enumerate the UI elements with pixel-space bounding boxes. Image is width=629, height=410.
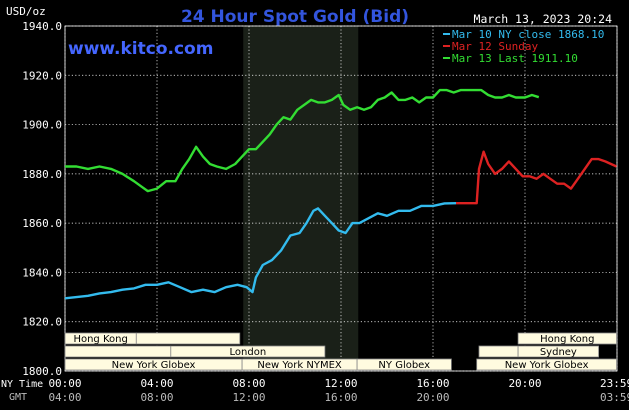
- price-lines: [64, 88, 617, 300]
- x-tick-gmt: 12:00: [232, 391, 265, 404]
- x-tick-ny: 16:00: [416, 377, 449, 390]
- x-tick-gmt: 16:00: [324, 391, 357, 404]
- axis-ticks: 1940.0 1920.0 1900.0 1880.0 1860.0 1840.0 1820…: [22, 20, 629, 404]
- chart-title: 24 Hour Spot Gold (Bid): [181, 7, 409, 27]
- x-tick-ny: 23:59: [600, 377, 629, 390]
- x-tick-gmt: 20:00: [416, 391, 449, 404]
- session-bar: [478, 345, 519, 358]
- brand-watermark: www.kitco.com: [68, 39, 213, 59]
- x-tick-ny: 20:00: [508, 377, 541, 390]
- session-label: NY Globex: [378, 360, 430, 371]
- y-tick-label: 1860.0: [22, 217, 62, 230]
- y-tick-label: 1800.0: [22, 365, 62, 378]
- unit-label: USD/oz: [6, 5, 46, 18]
- x-tick-ny: 00:00: [48, 377, 81, 390]
- y-tick-label: 1880.0: [22, 168, 62, 181]
- x-tick-ny: 04:00: [140, 377, 173, 390]
- x-tick-gmt: 08:00: [140, 391, 173, 404]
- session-label: London: [230, 347, 267, 358]
- session-bar: [356, 358, 452, 371]
- session-bar: [517, 332, 617, 345]
- chart-date: March 13, 2023 20:24: [474, 12, 613, 26]
- legend-label-mar13: Mar 13 Last 1911.10: [452, 52, 578, 65]
- y-tick-label: 1900.0: [22, 119, 62, 132]
- x-tick-gmt: 03:59: [600, 391, 629, 404]
- session-label: Hong Kong: [540, 334, 594, 345]
- session-bar: [135, 332, 241, 345]
- grid-lines: [64, 25, 618, 372]
- series-line-mar13: [65, 88, 540, 193]
- legend: Mar 10 NY close 1868.10 Mar 12 Sunday Ma…: [443, 28, 604, 65]
- session-bar: [476, 358, 617, 371]
- session-label: Sydney: [540, 347, 577, 358]
- session-bar: [170, 345, 326, 358]
- trading-sessions: Hong Kong London New York Globex New York N…: [64, 332, 617, 371]
- session-bar: [517, 345, 599, 358]
- x-tick-ny: 12:00: [324, 377, 357, 390]
- gmt-caption: GMT: [9, 392, 27, 403]
- y-tick-label: 1840.0: [22, 266, 62, 279]
- session-label: New York NYMEX: [257, 360, 342, 371]
- x-tick-gmt: 04:00: [48, 391, 81, 404]
- plot-frame: [64, 25, 618, 372]
- ny-time-caption: NY Time: [1, 379, 43, 390]
- x-tick-ny: 08:00: [232, 377, 265, 390]
- legend-label-mar10: Mar 10 NY close 1868.10: [452, 28, 604, 41]
- session-bar: [64, 345, 172, 358]
- y-tick-label: 1820.0: [22, 316, 62, 329]
- session-shade: [243, 26, 359, 371]
- session-label: New York Globex: [112, 360, 196, 371]
- y-tick-label: 1940.0: [22, 20, 62, 33]
- y-tick-label: 1920.0: [22, 69, 62, 82]
- series-line-mar12: [456, 150, 617, 205]
- legend-label-mar12: Mar 12 Sunday: [452, 40, 538, 53]
- session-label: Hong Kong: [73, 334, 127, 345]
- series-line-mar10: [64, 202, 457, 300]
- session-label: New York Globex: [505, 360, 589, 371]
